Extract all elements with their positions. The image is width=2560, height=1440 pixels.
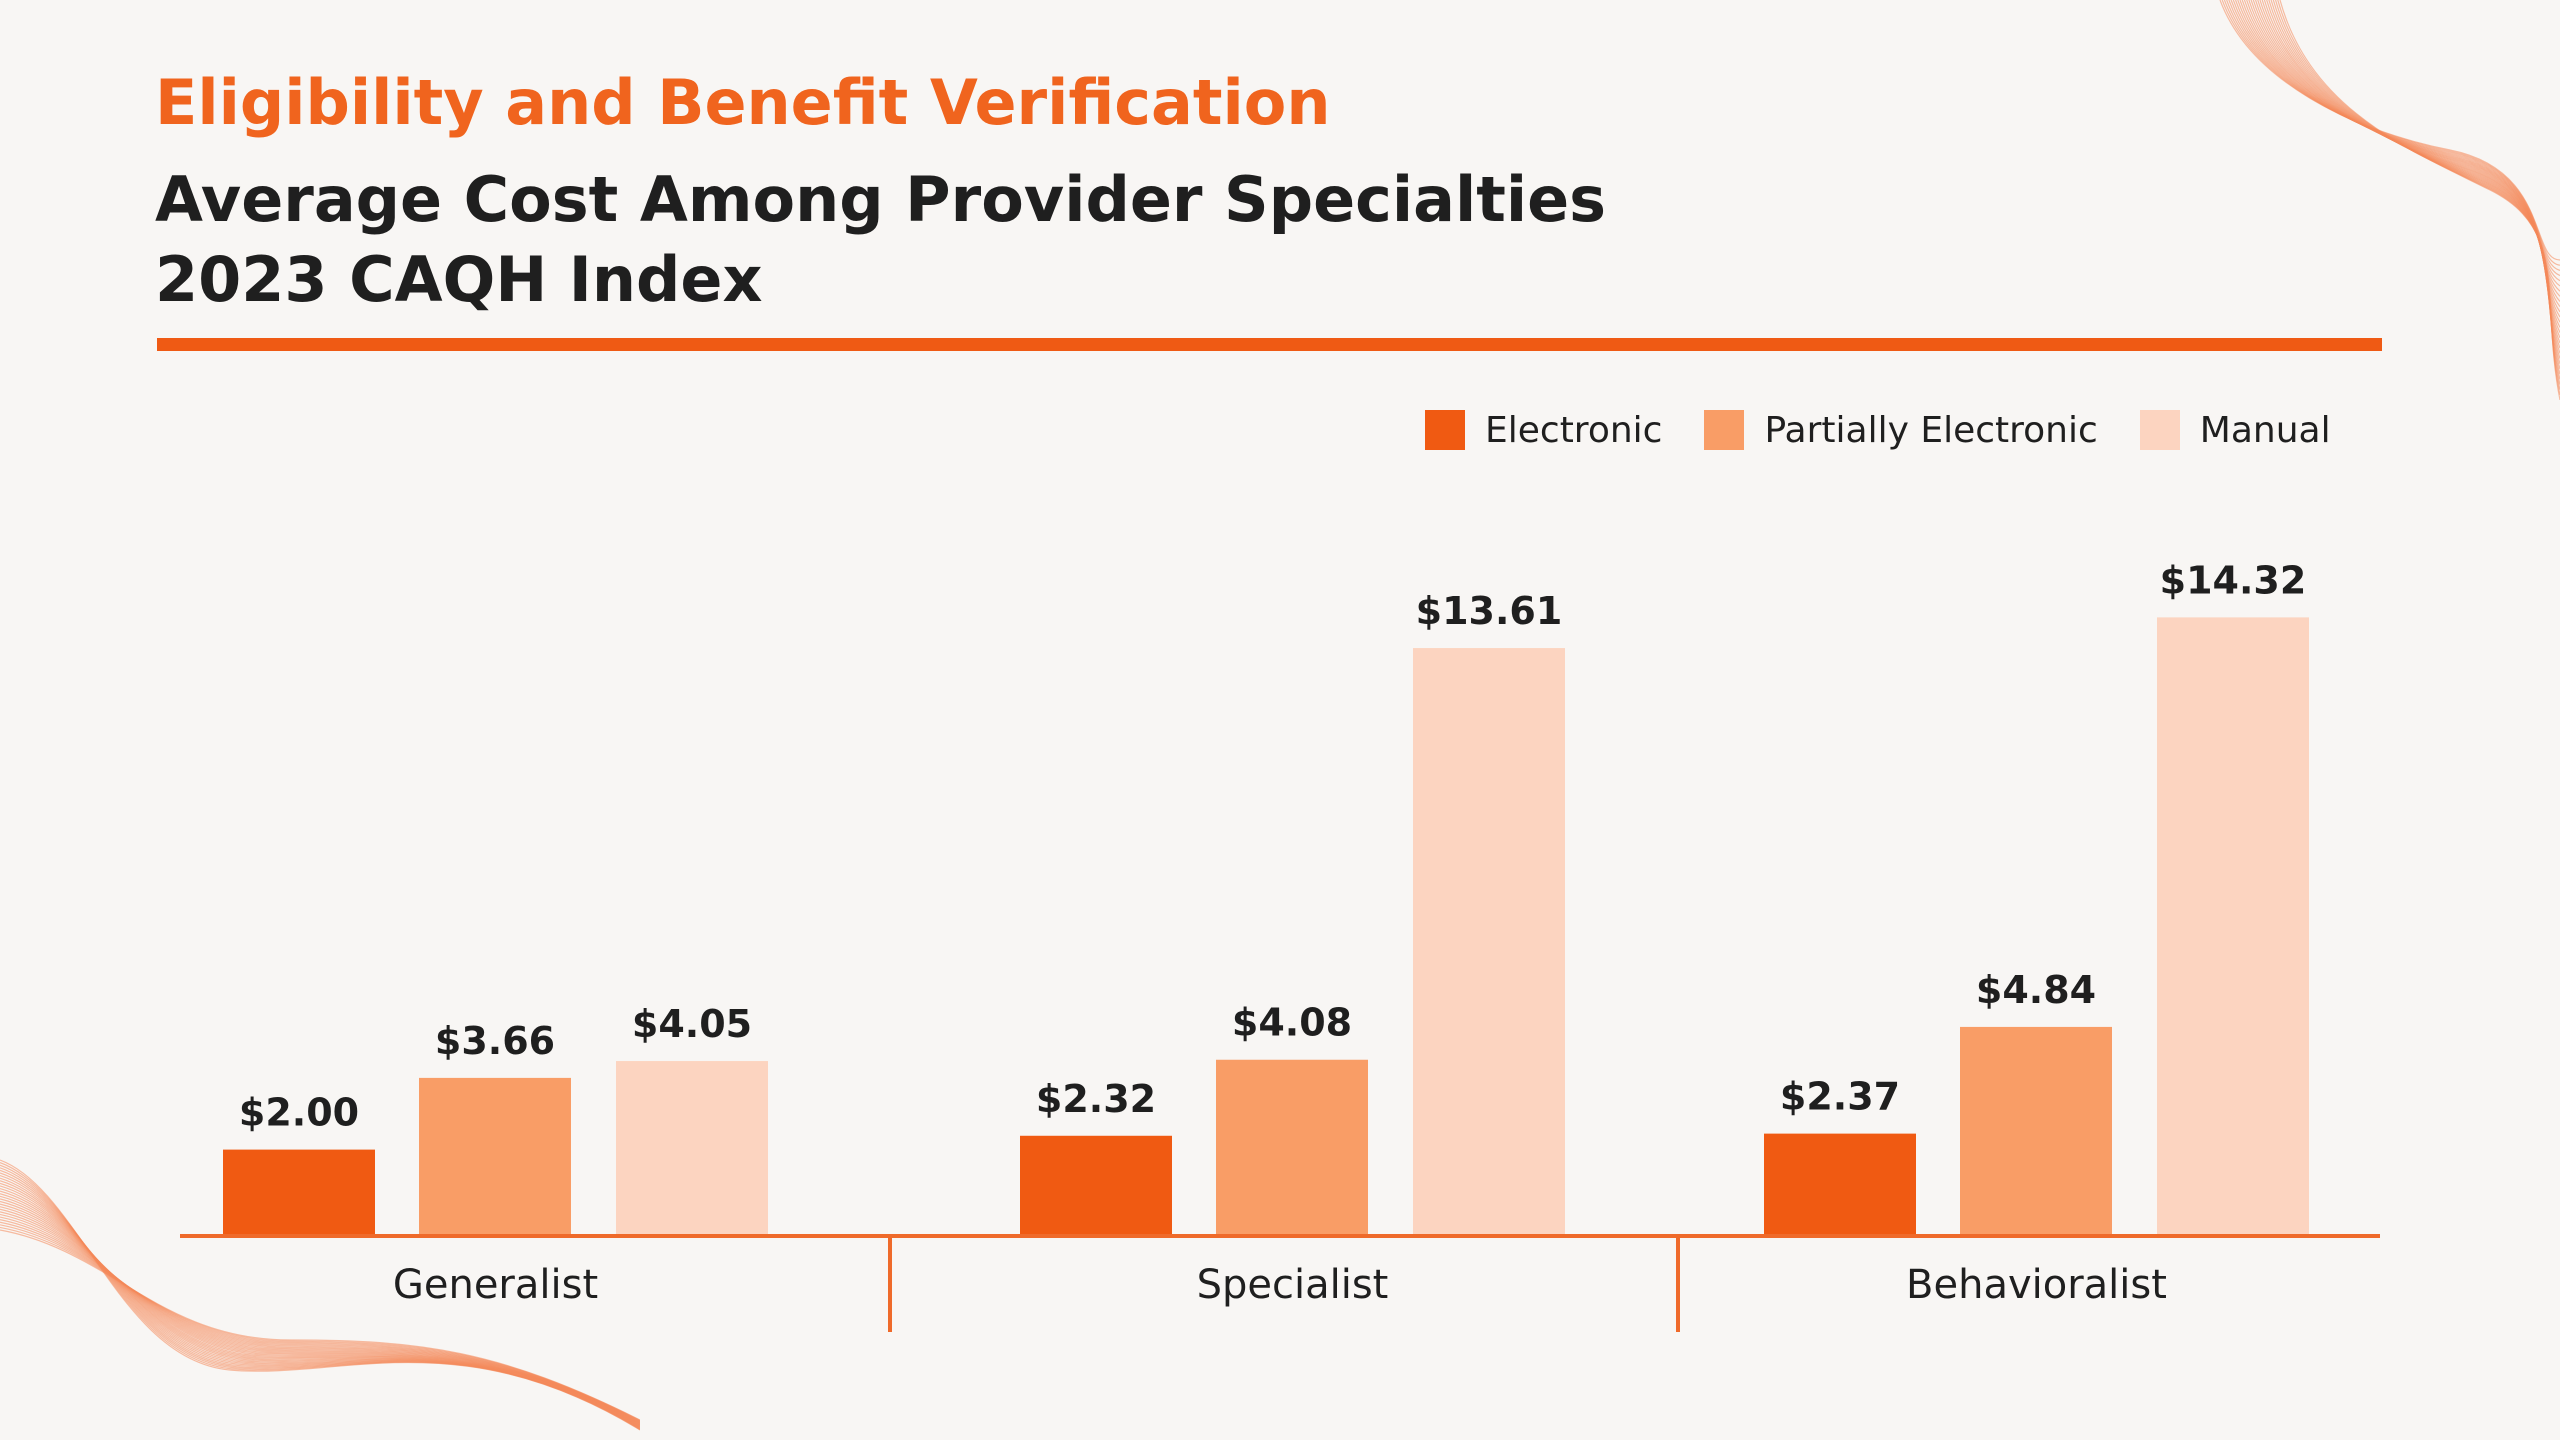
legend-swatch-manual	[2139, 410, 2180, 450]
legend-item-manual: Manual	[2139, 409, 2331, 451]
chart-legend: Electronic Partially Electronic Manual	[1425, 406, 2331, 454]
category-label-behavioralist: Behavioralist	[1906, 1262, 2167, 1308]
bar-behavioralist-manual	[2157, 617, 2309, 1236]
bar-value-label-specialist-electronic: $2.32	[1036, 1077, 1156, 1121]
legend-item-electronic: Electronic	[1425, 410, 1662, 451]
bar-value-label-behavioralist-electronic: $2.37	[1780, 1075, 1900, 1119]
bar-behavioralist-partially-electronic	[1960, 1026, 2112, 1236]
bar-value-label-generalist-electronic: $2.00	[239, 1091, 359, 1135]
legend-swatch-electronic	[1425, 410, 1465, 450]
bar-group-specialist: $2.32 $4.08 $13.61	[1020, 589, 1565, 1236]
category-label-generalist: Generalist	[393, 1262, 598, 1308]
chart-title-line-1: Average Cost Among Provider Specialties	[155, 163, 1607, 236]
category-label-specialist: Specialist	[1197, 1262, 1389, 1308]
legend-swatch-partially-electronic	[1704, 410, 1745, 450]
bar-group-behavioralist: $2.37 $4.84 $14.32	[1764, 558, 2309, 1236]
bar-value-label-specialist-manual: $13.61	[1416, 589, 1563, 633]
bar-value-label-behavioralist-partially-electronic: $4.84	[1976, 968, 2096, 1012]
bar-generalist-manual	[616, 1061, 768, 1236]
chart-title: Average Cost Among Provider Specialties …	[155, 160, 1606, 320]
bar-behavioralist-electronic	[1764, 1133, 1916, 1236]
bar-specialist-manual	[1413, 648, 1565, 1236]
legend-label-manual: Manual	[2199, 409, 2331, 451]
legend-item-partially-electronic: Partially Electronic	[1704, 409, 2098, 451]
title-divider	[157, 338, 2382, 351]
bar-value-label-generalist-manual: $4.05	[632, 1002, 752, 1046]
bar-specialist-electronic	[1020, 1135, 1172, 1236]
legend-label-electronic: Electronic	[1485, 409, 1663, 451]
chart-title-line-2: 2023 CAQH Index	[155, 243, 763, 316]
bar-generalist-partially-electronic	[419, 1077, 571, 1236]
bar-generalist-electronic	[223, 1149, 375, 1236]
bar-group-generalist: $2.00 $3.66 $4.05	[223, 1002, 768, 1236]
legend-label-partially-electronic: Partially Electronic	[1764, 409, 2098, 451]
section-eyebrow: Eligibility and Benefit Verification	[155, 66, 1331, 139]
bar-value-label-specialist-partially-electronic: $4.08	[1232, 1001, 1352, 1045]
bar-value-label-behavioralist-manual: $14.32	[2160, 558, 2307, 602]
bar-specialist-partially-electronic	[1216, 1059, 1368, 1236]
bar-value-label-generalist-partially-electronic: $3.66	[435, 1019, 555, 1063]
